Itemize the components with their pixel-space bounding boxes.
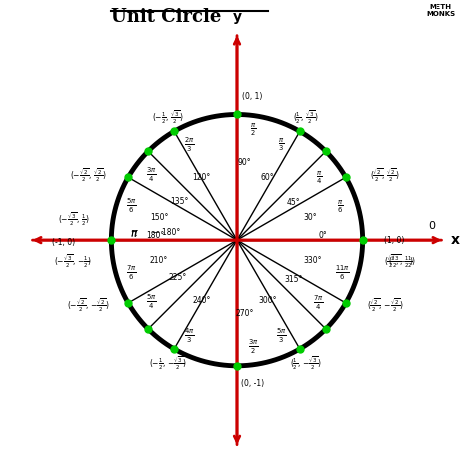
Text: — 180°: — 180° [152,228,180,237]
Text: 270°: 270° [236,309,254,318]
Text: $\frac{2\pi}{3}$: $\frac{2\pi}{3}$ [184,136,194,154]
Text: $\frac{7\pi}{4}$: $\frac{7\pi}{4}$ [313,294,324,312]
Text: x: x [451,233,460,247]
Text: (-1, 0): (-1, 0) [52,238,75,247]
Text: $\frac{3\pi}{4}$: $\frac{3\pi}{4}$ [146,166,157,184]
Text: 90°: 90° [238,158,251,167]
Text: $\frac{5\pi}{4}$: $\frac{5\pi}{4}$ [146,292,157,311]
Text: 180°: 180° [146,231,164,240]
Text: ($-\frac{1}{2}$, $-\frac{\sqrt{3}}{2}$): ($-\frac{1}{2}$, $-\frac{\sqrt{3}}{2}$) [149,355,187,372]
Text: ($\frac{\sqrt{2}}{2}$, $-\frac{\sqrt{2}}{2}$): ($\frac{\sqrt{2}}{2}$, $-\frac{\sqrt{2}}… [367,297,403,314]
Text: ($\frac{1}{2}$, $\frac{\sqrt{3}}{2}$): ($\frac{1}{2}$, $\frac{\sqrt{3}}{2}$) [293,108,319,126]
Text: 210°: 210° [150,256,168,265]
Text: $\frac{11\pi}{6}$: $\frac{11\pi}{6}$ [335,264,350,282]
Text: 60°: 60° [260,173,274,182]
Text: $\frac{3\pi}{2}$: $\frac{3\pi}{2}$ [248,338,259,356]
Text: ($\frac{1}{2}$, $-\frac{\sqrt{3}}{2}$): ($\frac{1}{2}$, $-\frac{\sqrt{3}}{2}$) [290,355,322,372]
Text: ($-\frac{\sqrt{3}}{2}$, $-\frac{1}{2}$): ($-\frac{\sqrt{3}}{2}$, $-\frac{1}{2}$) [55,253,93,271]
Text: ($-\frac{1}{2}$, $\frac{\sqrt{3}}{2}$): ($-\frac{1}{2}$, $\frac{\sqrt{3}}{2}$) [152,108,184,126]
Text: 300°: 300° [258,296,276,305]
Text: ($-\frac{\sqrt{2}}{2}$, $\frac{\sqrt{2}}{2}$): ($-\frac{\sqrt{2}}{2}$, $\frac{\sqrt{2}}… [71,166,107,184]
Text: ($\frac{\sqrt{3}}{2}$, $-\frac{1}{2}$): ($\frac{\sqrt{3}}{2}$, $-\frac{1}{2}$) [384,253,416,271]
Text: $\frac{\pi}{6}$: $\frac{\pi}{6}$ [337,198,343,215]
Text: $\pi$: $\pi$ [129,228,138,237]
Text: $\frac{4\pi}{3}$: $\frac{4\pi}{3}$ [184,327,194,345]
Text: $\frac{\pi}{3}$: $\frac{\pi}{3}$ [278,136,284,153]
Text: 0°: 0° [318,231,327,240]
Text: 150°: 150° [150,213,168,222]
Text: MΞTH
MONKS: MΞTH MONKS [426,4,455,17]
Text: (0, -1): (0, -1) [240,379,264,388]
Text: 240°: 240° [192,296,211,305]
Text: $\frac{5\pi}{3}$: $\frac{5\pi}{3}$ [276,327,286,345]
Text: $\frac{7\pi}{6}$: $\frac{7\pi}{6}$ [126,264,137,282]
Text: 45°: 45° [287,198,301,207]
Text: Unit Circle: Unit Circle [111,8,222,26]
Text: (0, 1): (0, 1) [242,92,262,101]
Text: 30°: 30° [303,213,317,222]
Text: ($\frac{\sqrt{3}}{2}$, $\frac{1}{2}$): ($\frac{\sqrt{3}}{2}$, $\frac{1}{2}$) [388,253,413,271]
Text: $\frac{5\pi}{6}$: $\frac{5\pi}{6}$ [126,197,137,215]
Text: ($\frac{\sqrt{2}}{2}$, $\frac{\sqrt{2}}{2}$): ($\frac{\sqrt{2}}{2}$, $\frac{\sqrt{2}}{… [370,166,401,184]
Text: 135°: 135° [170,197,188,206]
Text: $\frac{\pi}{4}$: $\frac{\pi}{4}$ [316,169,322,186]
Text: y: y [233,10,241,24]
Text: $\pi$: $\pi$ [130,229,138,239]
Text: 315°: 315° [284,274,303,283]
Text: ($-\frac{\sqrt{3}}{2}$, $\frac{1}{2}$): ($-\frac{\sqrt{3}}{2}$, $\frac{1}{2}$) [58,210,90,228]
Text: (1, 0): (1, 0) [384,236,404,245]
Text: ($-\frac{\sqrt{2}}{2}$, $-\frac{\sqrt{2}}{2}$): ($-\frac{\sqrt{2}}{2}$, $-\frac{\sqrt{2}… [67,297,110,314]
Text: 330°: 330° [303,256,322,265]
Text: 0: 0 [428,221,435,231]
Text: 120°: 120° [193,173,211,182]
Text: 225°: 225° [169,273,187,283]
Text: $\frac{\pi}{2}$: $\frac{\pi}{2}$ [250,121,256,138]
